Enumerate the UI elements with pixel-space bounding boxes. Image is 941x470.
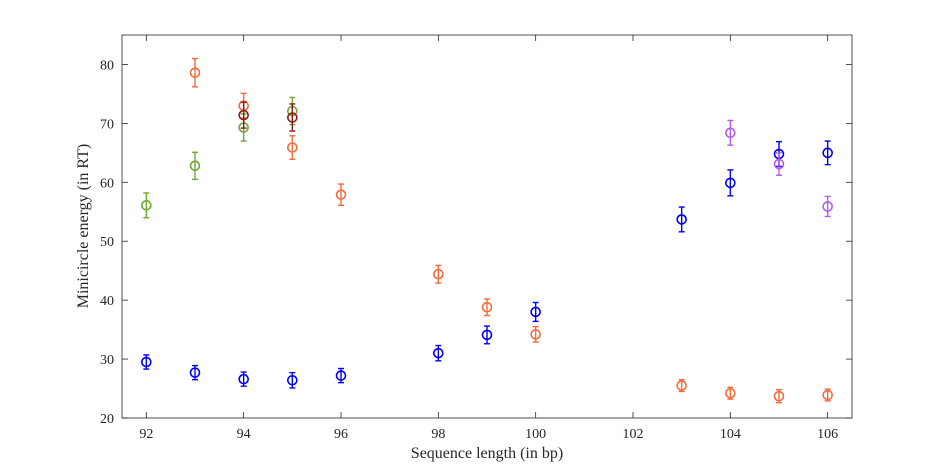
data-point (433, 347, 444, 359)
data-point (335, 370, 347, 381)
data-point (676, 380, 687, 391)
series-purple (725, 119, 833, 218)
y-tick-label: 20 (100, 412, 114, 427)
x-tick-label: 98 (431, 427, 445, 442)
y-tick-label: 70 (100, 117, 114, 132)
x-tick-label: 92 (139, 427, 153, 442)
y-tick-label: 80 (100, 58, 114, 73)
data-point (189, 67, 201, 79)
plot-area (122, 35, 852, 418)
data-point (335, 189, 347, 200)
data-point (481, 329, 493, 341)
x-tick-label: 100 (525, 427, 546, 442)
data-point (725, 127, 736, 139)
series-dark-red (238, 101, 298, 132)
data-point (287, 112, 298, 123)
data-point (530, 329, 541, 340)
data-point (287, 374, 298, 386)
y-tick-label: 30 (100, 353, 114, 368)
data-point (822, 147, 833, 159)
data-point (189, 367, 201, 378)
x-axis-label: Sequence length (in bp) (411, 445, 563, 462)
data-point (530, 306, 541, 318)
y-axis-label: Minicircle energy (in RT) (75, 144, 92, 308)
x-tick-label: 96 (334, 427, 348, 442)
x-tick-label: 102 (623, 427, 644, 442)
data-point (141, 199, 152, 211)
series-blue (141, 140, 833, 389)
data-point (725, 177, 736, 189)
x-tick-label: 106 (817, 427, 838, 442)
axes: 92 94 96 98 100 102 104 106 20 30 40 50 60 70 80 (100, 34, 853, 442)
data-point (481, 301, 493, 313)
y-tick-label: 50 (100, 235, 114, 250)
data-point (287, 142, 298, 153)
data-point (822, 389, 833, 401)
data-point (676, 214, 687, 225)
x-tick-label: 104 (720, 427, 741, 442)
series-orange (189, 57, 833, 404)
data-point (141, 356, 152, 368)
data-point (433, 268, 444, 280)
data-point (238, 109, 249, 121)
data-point (189, 160, 201, 172)
data-point (773, 390, 785, 402)
data-point (822, 201, 833, 212)
data-point (238, 373, 249, 385)
data-point (725, 387, 736, 399)
axes-box (121, 34, 853, 419)
data-marks (141, 57, 833, 404)
y-tick-label: 60 (100, 176, 114, 191)
y-tick-label: 40 (100, 294, 114, 309)
data-point (773, 158, 785, 170)
x-tick-label: 94 (237, 427, 251, 442)
